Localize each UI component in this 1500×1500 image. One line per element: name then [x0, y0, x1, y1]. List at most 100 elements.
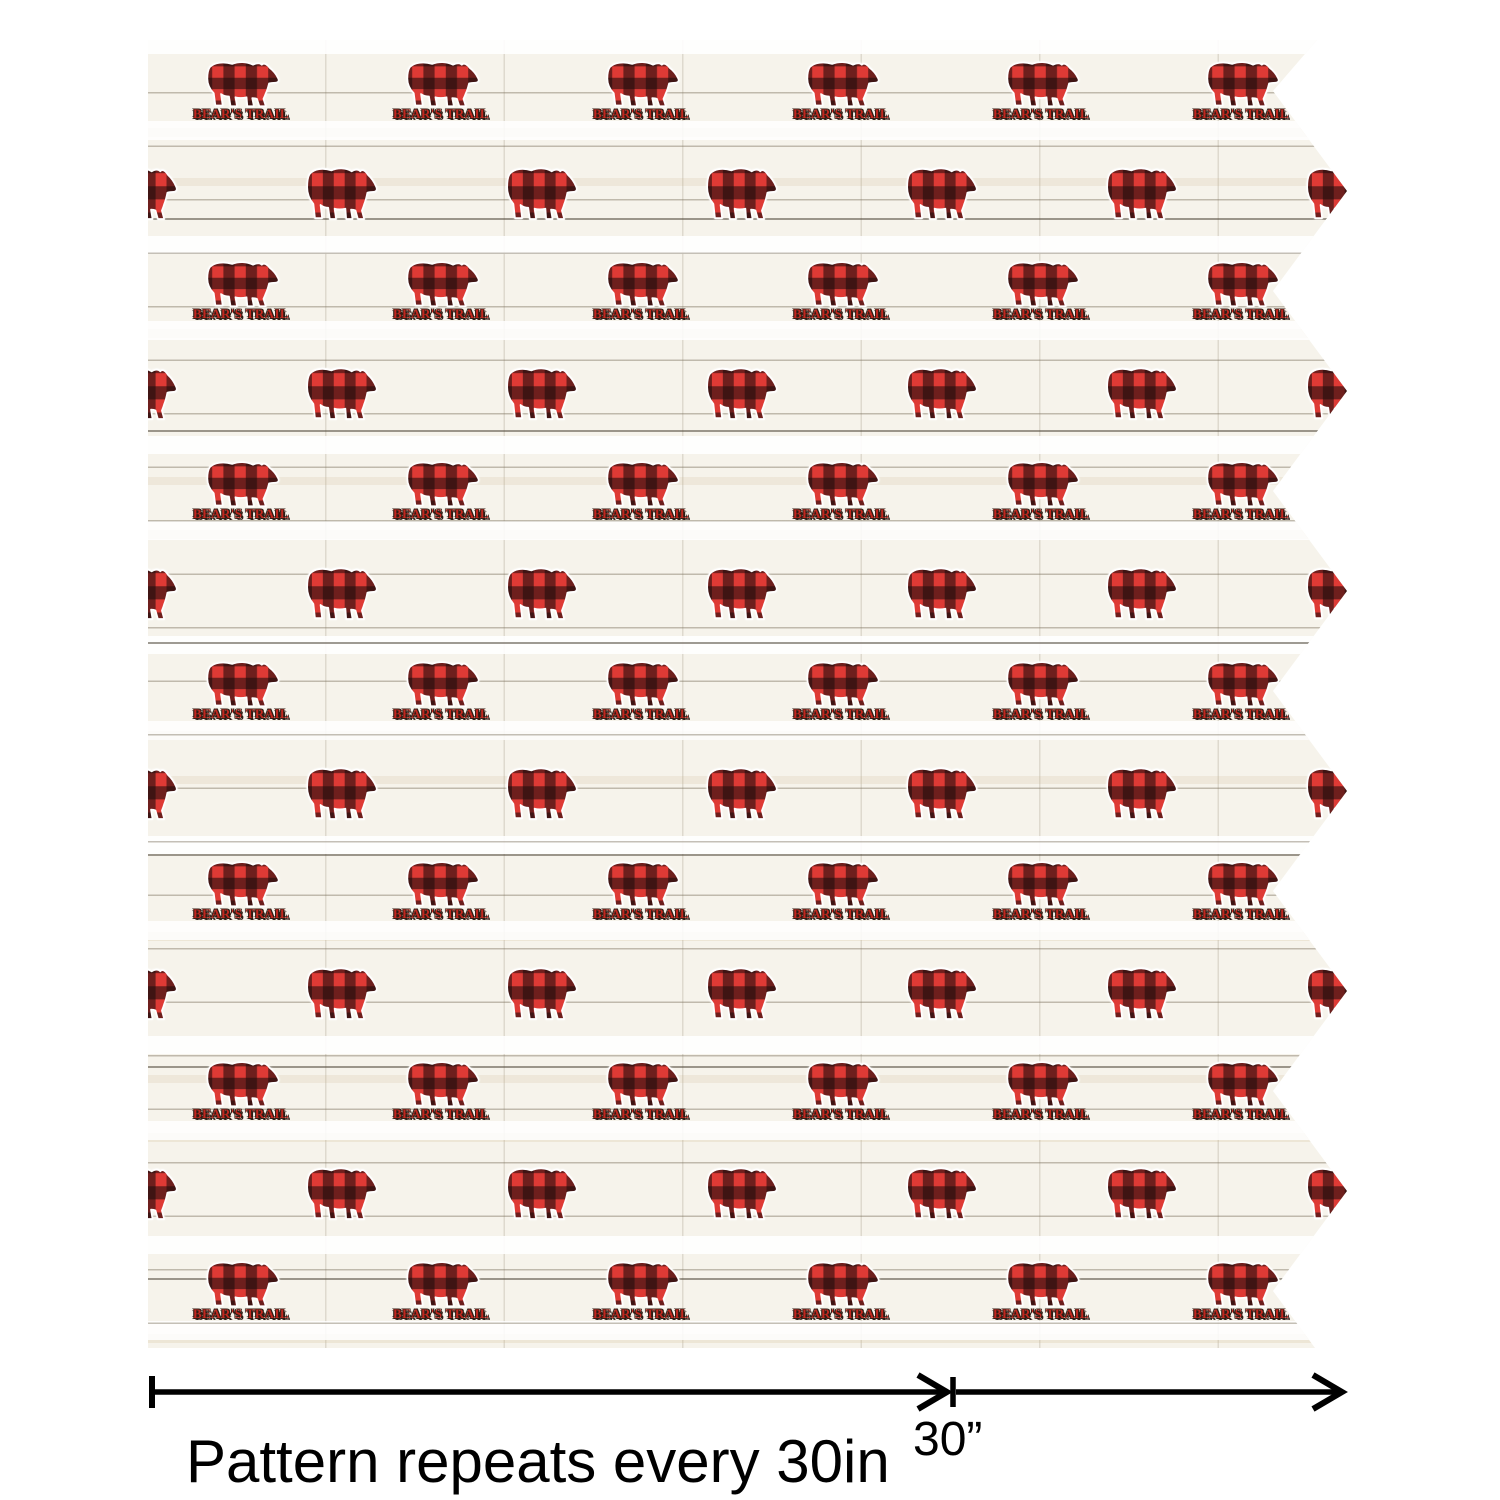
plaid-bear-icon: [1106, 1167, 1178, 1220]
plaid-bear-icon: [1106, 567, 1178, 620]
dimension-arrow: [149, 1372, 1348, 1412]
plaid-bear-icon: [806, 661, 880, 707]
brand-label: BEAR'S TRAIL: [1193, 506, 1289, 521]
plaid-bear-icon: [206, 661, 280, 707]
plaid-bear-icon: [506, 1167, 578, 1220]
brand-label: BEAR'S TRAIL: [793, 906, 889, 921]
brand-label: BEAR'S TRAIL: [393, 506, 489, 521]
plaid-bear-icon: [306, 1167, 378, 1220]
brand-label: BEAR'S TRAIL: [1193, 1106, 1289, 1121]
plaid-bear-icon: [506, 767, 578, 820]
plaid-bear-icon: [1106, 967, 1178, 1020]
brand-label: BEAR'S TRAIL: [1193, 106, 1289, 121]
brand-label: BEAR'S TRAIL: [993, 706, 1089, 721]
plaid-bear-icon: [1006, 861, 1080, 907]
brand-label: BEAR'S TRAIL: [1193, 906, 1289, 921]
brand-label: BEAR'S TRAIL: [593, 906, 689, 921]
brand-label: BEAR'S TRAIL: [193, 306, 289, 321]
plaid-bear-icon: [148, 167, 178, 220]
plaid-bear-icon: [1206, 1061, 1280, 1107]
plaid-bear-icon: [606, 461, 680, 507]
plaid-bear-icon: [906, 567, 978, 620]
plaid-bear-icon: [606, 661, 680, 707]
plaid-bear-icon: [406, 461, 480, 507]
plaid-bear-icon: [706, 567, 778, 620]
brand-label: BEAR'S TRAIL: [1193, 1306, 1289, 1321]
plaid-bear-icon: [906, 367, 978, 420]
plaid-bear-icon: [906, 767, 978, 820]
plaid-bear-icon: [206, 61, 280, 107]
plaid-bear-icon: [148, 767, 178, 820]
brand-label: BEAR'S TRAIL: [793, 1106, 889, 1121]
brand-label: BEAR'S TRAIL: [593, 1106, 689, 1121]
brand-label: BEAR'S TRAIL: [993, 906, 1089, 921]
plaid-bear-icon: [148, 367, 178, 420]
brand-label: BEAR'S TRAIL: [993, 106, 1089, 121]
plaid-bear-icon: [206, 1061, 280, 1107]
plaid-bear-icon: [1106, 367, 1178, 420]
brand-label: BEAR'S TRAIL: [993, 506, 1089, 521]
brand-label: BEAR'S TRAIL: [793, 106, 889, 121]
plaid-bear-icon: [1206, 61, 1280, 107]
plaid-bear-icon: [306, 167, 378, 220]
plaid-bear-icon: [1006, 1261, 1080, 1307]
plaid-bear-icon: [1306, 767, 1347, 820]
brand-label: BEAR'S TRAIL: [393, 306, 489, 321]
plaid-bear-icon: [606, 1261, 680, 1307]
plaid-bear-icon: [706, 767, 778, 820]
repeat-caption: Pattern repeats every 30in: [186, 1428, 890, 1495]
plaid-bear-icon: [306, 767, 378, 820]
brand-label: BEAR'S TRAIL: [593, 106, 689, 121]
brand-label: BEAR'S TRAIL: [1193, 706, 1289, 721]
plaid-bear-icon: [706, 367, 778, 420]
plaid-bear-icon: [1306, 167, 1347, 220]
plaid-bear-icon: [806, 61, 880, 107]
brand-label: BEAR'S TRAIL: [193, 106, 289, 121]
dimension-label: 30”: [913, 1413, 983, 1466]
brand-label: BEAR'S TRAIL: [193, 706, 289, 721]
plaid-bear-icon: [806, 1061, 880, 1107]
plaid-bear-icon: [1006, 461, 1080, 507]
brand-label: BEAR'S TRAIL: [993, 1306, 1089, 1321]
brand-label: BEAR'S TRAIL: [593, 1306, 689, 1321]
plaid-bear-icon: [1306, 367, 1347, 420]
brand-label: BEAR'S TRAIL: [193, 1306, 289, 1321]
brand-label: BEAR'S TRAIL: [593, 506, 689, 521]
plaid-bear-icon: [306, 567, 378, 620]
plaid-bear-icon: [1306, 1167, 1347, 1220]
plaid-bear-icon: [1006, 1061, 1080, 1107]
plaid-bear-icon: [506, 367, 578, 420]
plaid-bear-icon: [1206, 261, 1280, 307]
plaid-bear-icon: [406, 1261, 480, 1307]
brand-label: BEAR'S TRAIL: [593, 306, 689, 321]
plaid-bear-icon: [306, 967, 378, 1020]
plaid-bear-icon: [1206, 461, 1280, 507]
plaid-bear-icon: [1206, 861, 1280, 907]
brand-label: BEAR'S TRAIL: [193, 506, 289, 521]
brand-label: BEAR'S TRAIL: [1193, 306, 1289, 321]
plaid-bear-icon: [148, 1167, 178, 1220]
brand-label: BEAR'S TRAIL: [593, 706, 689, 721]
plaid-bear-icon: [1206, 661, 1280, 707]
plaid-bear-icon: [906, 1167, 978, 1220]
brand-label: BEAR'S TRAIL: [793, 1306, 889, 1321]
brand-label: BEAR'S TRAIL: [393, 1106, 489, 1121]
plaid-bear-icon: [206, 261, 280, 307]
plaid-bear-icon: [806, 461, 880, 507]
brand-label: BEAR'S TRAIL: [193, 906, 289, 921]
plaid-bear-icon: [1106, 167, 1178, 220]
plaid-bear-icon: [806, 261, 880, 307]
plaid-bear-icon: [406, 661, 480, 707]
brand-label: BEAR'S TRAIL: [393, 1306, 489, 1321]
plaid-bear-icon: [606, 1061, 680, 1107]
plaid-bear-icon: [1006, 61, 1080, 107]
plaid-bear-icon: [706, 167, 778, 220]
plaid-bear-icon: [406, 261, 480, 307]
plaid-bear-icon: [706, 1167, 778, 1220]
plaid-bear-icon: [806, 861, 880, 907]
plaid-bear-icon: [606, 61, 680, 107]
plaid-bear-icon: [148, 967, 178, 1020]
plaid-bear-icon: [706, 967, 778, 1020]
brand-label: BEAR'S TRAIL: [793, 706, 889, 721]
